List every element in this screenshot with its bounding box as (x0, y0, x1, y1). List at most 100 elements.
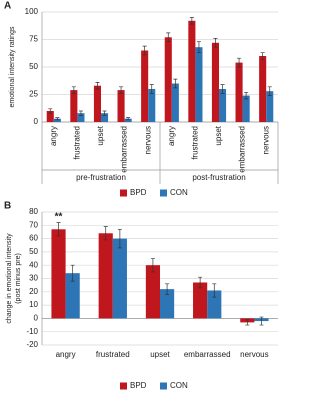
bar (148, 89, 156, 122)
y-tick-label: 25 (29, 90, 38, 99)
y-tick-label: 0 (34, 117, 39, 126)
error-bar (245, 319, 250, 326)
error-bar (103, 226, 108, 241)
bar (160, 289, 175, 319)
bar (171, 83, 179, 122)
y-tick-label: 80 (29, 207, 38, 216)
error-bar (78, 110, 83, 116)
x-tick-label: frustrated (73, 126, 82, 160)
error-bar (149, 84, 154, 94)
legend-label: CON (170, 381, 188, 390)
group-label: post-frustration (192, 173, 245, 182)
bar (53, 118, 61, 122)
error-bar (117, 228, 122, 249)
error-bar (165, 283, 170, 295)
error-bar (150, 258, 155, 273)
y-tick-label: 40 (29, 260, 38, 269)
panel-label: A (4, 1, 11, 12)
panel-label: B (4, 201, 11, 212)
y-tick-label: 60 (29, 234, 38, 243)
bar (235, 62, 243, 122)
bar (124, 118, 132, 122)
x-tick-label: upset (96, 125, 105, 145)
error-bar (244, 91, 249, 100)
y-tick-label: 30 (29, 274, 38, 283)
bar (266, 91, 274, 122)
bar (70, 90, 78, 122)
error-bar (173, 78, 178, 89)
legend-label: BPD (130, 188, 147, 197)
error-bar (48, 108, 53, 114)
x-tick-label: frustrated (96, 350, 130, 359)
legend-label: CON (170, 188, 188, 197)
bar (195, 47, 203, 123)
legend-swatch (160, 189, 167, 197)
bar (77, 113, 85, 122)
bar (219, 89, 227, 122)
group-label: pre-frustration (76, 173, 126, 182)
bar (141, 50, 149, 122)
error-bar (213, 38, 218, 48)
y-tick-label: 20 (29, 287, 38, 296)
x-tick-label: nervous (261, 126, 270, 154)
legend-swatch (120, 382, 127, 390)
bar (51, 229, 66, 319)
x-tick-label: embarrassed (238, 126, 247, 173)
y-tick-label: 10 (29, 300, 38, 309)
bar (259, 56, 267, 122)
bar (98, 233, 113, 319)
bar (112, 238, 127, 319)
error-bar (189, 17, 194, 25)
bar (117, 90, 125, 122)
error-bar (259, 316, 264, 326)
x-tick-label: upset (214, 125, 223, 145)
bar (93, 85, 101, 122)
bar (65, 273, 80, 319)
x-tick-label: embarrassed (120, 126, 129, 173)
y-tick-label: -10 (26, 327, 38, 336)
bar (46, 111, 54, 122)
x-tick-label: nervous (240, 350, 268, 359)
x-tick-label: upset (150, 350, 170, 359)
y-tick-label: 50 (29, 247, 38, 256)
y-tick-label: 0 (34, 314, 39, 323)
x-tick-label: angry (49, 126, 58, 146)
error-bar (267, 86, 272, 96)
bar (193, 282, 208, 319)
error-bar (260, 52, 265, 60)
legend-swatch (120, 189, 127, 197)
y-axis-label: emotional intensity ratings (9, 26, 16, 107)
bar (188, 20, 196, 122)
x-tick-label: frustrated (191, 126, 200, 160)
error-bar (126, 117, 131, 121)
error-bar (119, 86, 124, 94)
error-bar (70, 264, 75, 282)
error-bar (196, 41, 201, 54)
y-tick-label: 75 (29, 35, 38, 44)
y-tick-label: 100 (25, 7, 39, 16)
error-bar (237, 57, 242, 68)
error-bar (166, 32, 171, 43)
error-bar (71, 86, 76, 94)
error-bar (102, 110, 107, 116)
x-tick-label: nervous (143, 126, 152, 154)
error-bar (142, 45, 147, 56)
y-axis-label: change in emotional intensity (6, 233, 13, 324)
error-bar (220, 84, 225, 94)
error-bar (212, 283, 217, 298)
y-tick-label: -20 (26, 340, 38, 349)
x-tick-label: angry (167, 126, 176, 146)
x-tick-label: embarrassed (184, 350, 231, 359)
bar (242, 95, 250, 122)
error-bar (95, 82, 100, 90)
error-bar (198, 276, 203, 289)
bar (207, 290, 222, 319)
bar (164, 37, 172, 122)
y-tick-label: 50 (29, 62, 38, 71)
error-bar (55, 117, 60, 121)
y-tick-label: 70 (29, 220, 38, 229)
error-bar (56, 222, 61, 237)
bar (211, 42, 219, 122)
x-tick-label: angry (56, 350, 76, 359)
